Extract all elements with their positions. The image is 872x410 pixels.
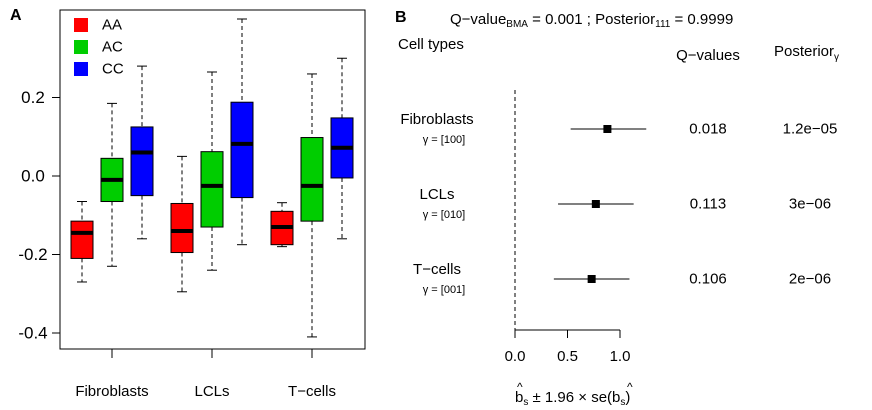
legend-swatch bbox=[74, 18, 88, 32]
legend-swatch bbox=[74, 40, 88, 54]
panel-b-title: Q−valueBMA = 0.001 ; Posterior111 = 0.99… bbox=[450, 11, 733, 30]
panel-a-label: A bbox=[10, 7, 22, 24]
box-iqr bbox=[70, 220, 94, 259]
point-estimate bbox=[591, 200, 600, 208]
q-value: 0.106 bbox=[689, 271, 727, 288]
y-tick-label: -0.4 bbox=[18, 324, 47, 343]
row-gamma: γ = [010] bbox=[423, 209, 466, 221]
group-label: LCLs bbox=[194, 383, 229, 400]
legend-label: CC bbox=[102, 61, 124, 78]
panel-b-x-axis-label: bs ± 1.96 × se(bs) bbox=[515, 389, 630, 408]
panel-a-y-axis: -0.4 -0.2 0.0 0.2 bbox=[18, 88, 60, 343]
y-tick-label: 0.0 bbox=[21, 167, 45, 186]
posterior-value: 2e−06 bbox=[789, 271, 831, 288]
q-values-header: Q−values bbox=[676, 47, 740, 64]
q-value: 0.113 bbox=[690, 196, 726, 213]
hat-accent: ^ bbox=[517, 380, 523, 394]
row-name: Fibroblasts bbox=[400, 111, 473, 128]
panel-b-x-axis: 0.0 0.5 1.0 bbox=[505, 329, 631, 365]
legend-label: AA bbox=[102, 17, 122, 34]
panel-a-x-axis: Fibroblasts LCLs T−cells bbox=[75, 349, 336, 400]
rows-header: Cell types bbox=[398, 36, 464, 53]
box-iqr bbox=[170, 202, 194, 254]
x-tick-label: 0.5 bbox=[557, 348, 578, 365]
box-iqr bbox=[230, 101, 254, 199]
panel-a-boxes bbox=[70, 18, 354, 338]
box-iqr bbox=[300, 137, 324, 222]
group-label: T−cells bbox=[288, 383, 336, 400]
point-estimate bbox=[603, 125, 612, 133]
q-value: 0.018 bbox=[689, 121, 727, 138]
x-tick-label: 0.0 bbox=[505, 348, 526, 365]
box-iqr bbox=[130, 126, 154, 197]
row-name: LCLs bbox=[419, 186, 454, 203]
panel-a-legend: AA AC CC bbox=[74, 17, 124, 78]
legend-swatch bbox=[74, 62, 88, 76]
y-tick-label: -0.2 bbox=[18, 245, 47, 264]
hat-accent-2: ^ bbox=[627, 380, 633, 394]
forest-rows: Fibroblasts γ = [100] 0.018 1.2e−05 LCLs γ = … bbox=[400, 111, 837, 296]
posterior-value: 1.2e−05 bbox=[783, 121, 838, 138]
group-label: Fibroblasts bbox=[75, 383, 148, 400]
legend-label: AC bbox=[102, 39, 123, 56]
posterior-header: Posteriorγ bbox=[774, 43, 839, 63]
posterior-value: 3e−06 bbox=[789, 196, 831, 213]
point-estimate bbox=[587, 275, 596, 283]
row-gamma: γ = [100] bbox=[423, 134, 466, 146]
row-name: T−cells bbox=[413, 261, 461, 278]
x-tick-label: 1.0 bbox=[610, 348, 631, 365]
row-gamma: γ = [001] bbox=[423, 284, 466, 296]
panel-b-label: B bbox=[395, 9, 407, 26]
box-iqr bbox=[200, 151, 224, 228]
y-tick-label: 0.2 bbox=[21, 88, 45, 107]
